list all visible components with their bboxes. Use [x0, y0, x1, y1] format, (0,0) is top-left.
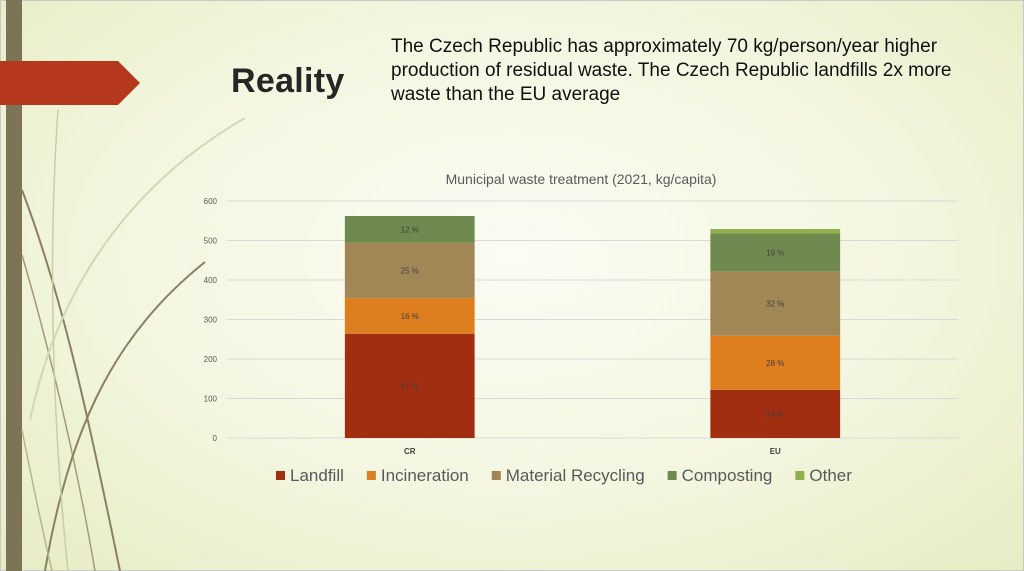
data-label: 16 %	[401, 312, 419, 321]
chart-gridlines	[227, 200, 958, 439]
chart-title: Municipal waste treatment (2021, kg/capi…	[446, 171, 717, 187]
y-axis-ticks: 0 100 200 300 400 500 600	[204, 197, 218, 443]
bar-segment	[344, 216, 475, 243]
y-tick-label: 0	[213, 434, 218, 443]
slide-title: Reality	[231, 62, 345, 100]
chart-legend: Landfill Incineration Material Recycling Co…	[276, 466, 852, 485]
bar-segment	[344, 298, 475, 334]
legend-label: Other	[809, 466, 852, 485]
legend-label: Landfill	[290, 466, 344, 485]
bar-segment	[344, 333, 475, 438]
bar-segment	[344, 242, 475, 299]
legend-swatch	[276, 471, 285, 480]
y-tick-label: 400	[204, 276, 218, 285]
legend-swatch	[366, 471, 376, 480]
data-label: 24 %	[766, 410, 784, 419]
y-tick-label: 500	[204, 237, 218, 246]
chart-data-labels: 47 % 16 % 25 % 12 % 24 % 28 % 32 % 19 %	[401, 225, 785, 418]
legend-swatch	[667, 471, 677, 480]
legend-label: Material Recycling	[506, 466, 645, 485]
bar-segment	[710, 233, 841, 272]
data-label: 12 %	[401, 225, 419, 234]
chart-bars	[344, 216, 841, 438]
data-label: 25 %	[401, 267, 419, 276]
bar-segment	[710, 229, 841, 234]
y-tick-label: 200	[204, 355, 218, 364]
slide-subtitle: The Czech Republic has approximately 70 …	[391, 36, 952, 105]
data-label: 32 %	[766, 300, 784, 309]
y-tick-label: 600	[204, 197, 218, 206]
legend-swatch	[491, 471, 501, 480]
bar-segment	[710, 271, 841, 336]
x-category-label: CR	[404, 447, 416, 456]
left-decorative-bar	[6, 0, 22, 571]
legend-label: Composting	[682, 466, 773, 485]
title-arrow-shape	[0, 61, 140, 105]
bar-segment	[710, 389, 841, 438]
data-label: 19 %	[766, 248, 784, 257]
y-tick-label: 100	[204, 395, 218, 404]
x-axis-categories: CR EU	[404, 447, 781, 456]
x-category-label: EU	[770, 447, 781, 456]
legend-swatch	[795, 471, 805, 480]
decorative-swooshes	[21, 109, 246, 571]
bar-segment	[710, 335, 841, 390]
data-label: 47 %	[401, 382, 419, 391]
data-label: 28 %	[766, 359, 784, 368]
legend-label: Incineration	[381, 466, 469, 485]
y-tick-label: 300	[204, 316, 218, 325]
